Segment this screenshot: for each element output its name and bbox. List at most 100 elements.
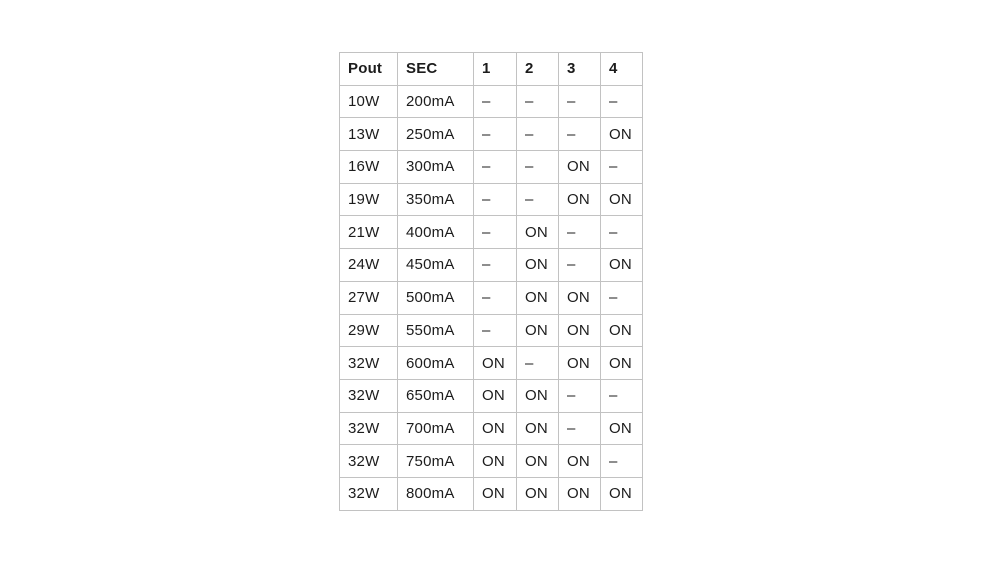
cell-switch-1: – — [473, 248, 517, 282]
cell-switch-3: – — [558, 84, 601, 119]
cell-switch-3: – — [558, 248, 601, 282]
cell-switch-4: ON — [600, 182, 643, 217]
cell-switch-2: ON — [516, 411, 559, 446]
table-row: 24W 450mA – ON – ON — [339, 248, 643, 282]
cell-switch-2: – — [516, 84, 559, 119]
cell-switch-2: ON — [516, 313, 559, 348]
table-row: 21W 400mA – ON – – — [339, 215, 643, 250]
cell-switch-1: – — [473, 215, 517, 250]
cell-sec: 250mA — [397, 117, 474, 152]
col-header-switch-1: 1 — [473, 52, 517, 86]
cell-pout: 29W — [339, 313, 398, 348]
cell-switch-3: – — [558, 378, 601, 413]
cell-pout: 10W — [339, 84, 398, 119]
cell-switch-2: – — [516, 182, 559, 217]
cell-switch-4: ON — [600, 411, 643, 446]
cell-switch-1: – — [473, 280, 517, 315]
cell-switch-2: – — [516, 117, 559, 152]
table-row: 27W 500mA – ON ON – — [339, 280, 643, 315]
cell-switch-2: ON — [516, 444, 559, 478]
table-row: 29W 550mA – ON ON ON — [339, 313, 643, 348]
table-row: 32W 600mA ON – ON ON — [339, 346, 643, 380]
cell-switch-2: ON — [516, 280, 559, 315]
header-row: Pout SEC 1 2 3 4 — [339, 52, 643, 86]
col-header-switch-2: 2 — [516, 52, 559, 86]
table-row: 16W 300mA – – ON – — [339, 150, 643, 184]
cell-switch-4: – — [600, 280, 643, 315]
cell-sec: 450mA — [397, 248, 474, 282]
cell-pout: 21W — [339, 215, 398, 250]
cell-sec: 350mA — [397, 182, 474, 217]
cell-switch-2: ON — [516, 476, 559, 511]
cell-switch-4: ON — [600, 248, 643, 282]
cell-pout: 32W — [339, 378, 398, 413]
cell-sec: 400mA — [397, 215, 474, 250]
cell-switch-4: – — [600, 150, 643, 184]
cell-switch-3: ON — [558, 444, 601, 478]
cell-sec: 550mA — [397, 313, 474, 348]
col-header-pout: Pout — [339, 52, 398, 86]
table-row: 32W 750mA ON ON ON – — [339, 444, 643, 478]
cell-switch-3: ON — [558, 346, 601, 380]
cell-switch-1: – — [473, 84, 517, 119]
col-header-sec: SEC — [397, 52, 474, 86]
cell-switch-1: – — [473, 182, 517, 217]
cell-switch-3: – — [558, 215, 601, 250]
cell-pout: 13W — [339, 117, 398, 152]
col-header-switch-4: 4 — [600, 52, 643, 86]
cell-pout: 24W — [339, 248, 398, 282]
cell-switch-3: ON — [558, 280, 601, 315]
cell-switch-1: – — [473, 313, 517, 348]
table-row: 32W 650mA ON ON – – — [339, 378, 643, 413]
table-row: 32W 700mA ON ON – ON — [339, 411, 643, 446]
cell-pout: 32W — [339, 444, 398, 478]
cell-switch-1: ON — [473, 346, 517, 380]
cell-switch-1: – — [473, 150, 517, 184]
cell-sec: 650mA — [397, 378, 474, 413]
cell-switch-4: – — [600, 84, 643, 119]
table-row: 13W 250mA – – – ON — [339, 117, 643, 152]
cell-switch-3: ON — [558, 182, 601, 217]
cell-pout: 27W — [339, 280, 398, 315]
cell-sec: 600mA — [397, 346, 474, 380]
cell-pout: 19W — [339, 182, 398, 217]
cell-switch-3: – — [558, 411, 601, 446]
cell-switch-1: – — [473, 117, 517, 152]
sec-settings-table: Pout SEC 1 2 3 4 10W 200mA – – – – — [339, 52, 643, 511]
cell-pout: 16W — [339, 150, 398, 184]
cell-switch-4: ON — [600, 476, 643, 511]
cell-switch-2: ON — [516, 215, 559, 250]
cell-switch-1: ON — [473, 378, 517, 413]
cell-pout: 32W — [339, 346, 398, 380]
cell-sec: 800mA — [397, 476, 474, 511]
cell-sec: 500mA — [397, 280, 474, 315]
sec-settings-table-wrap: Pout SEC 1 2 3 4 10W 200mA – – – – — [339, 52, 643, 511]
cell-sec: 700mA — [397, 411, 474, 446]
cell-sec: 750mA — [397, 444, 474, 478]
cell-pout: 32W — [339, 411, 398, 446]
cell-switch-4: – — [600, 215, 643, 250]
cell-switch-1: ON — [473, 444, 517, 478]
cell-switch-3: ON — [558, 150, 601, 184]
cell-switch-3: ON — [558, 476, 601, 511]
cell-pout: 32W — [339, 476, 398, 511]
col-header-switch-3: 3 — [558, 52, 601, 86]
cell-switch-2: – — [516, 346, 559, 380]
table-row: 32W 800mA ON ON ON ON — [339, 476, 643, 511]
cell-switch-3: ON — [558, 313, 601, 348]
cell-switch-4: – — [600, 378, 643, 413]
cell-switch-1: ON — [473, 476, 517, 511]
cell-switch-2: ON — [516, 248, 559, 282]
cell-switch-4: ON — [600, 313, 643, 348]
cell-switch-2: ON — [516, 378, 559, 413]
cell-switch-3: – — [558, 117, 601, 152]
table-row: 10W 200mA – – – – — [339, 84, 643, 119]
cell-sec: 200mA — [397, 84, 474, 119]
cell-switch-4: ON — [600, 346, 643, 380]
cell-switch-4: – — [600, 444, 643, 478]
cell-sec: 300mA — [397, 150, 474, 184]
cell-switch-2: – — [516, 150, 559, 184]
table-row: 19W 350mA – – ON ON — [339, 182, 643, 217]
cell-switch-4: ON — [600, 117, 643, 152]
